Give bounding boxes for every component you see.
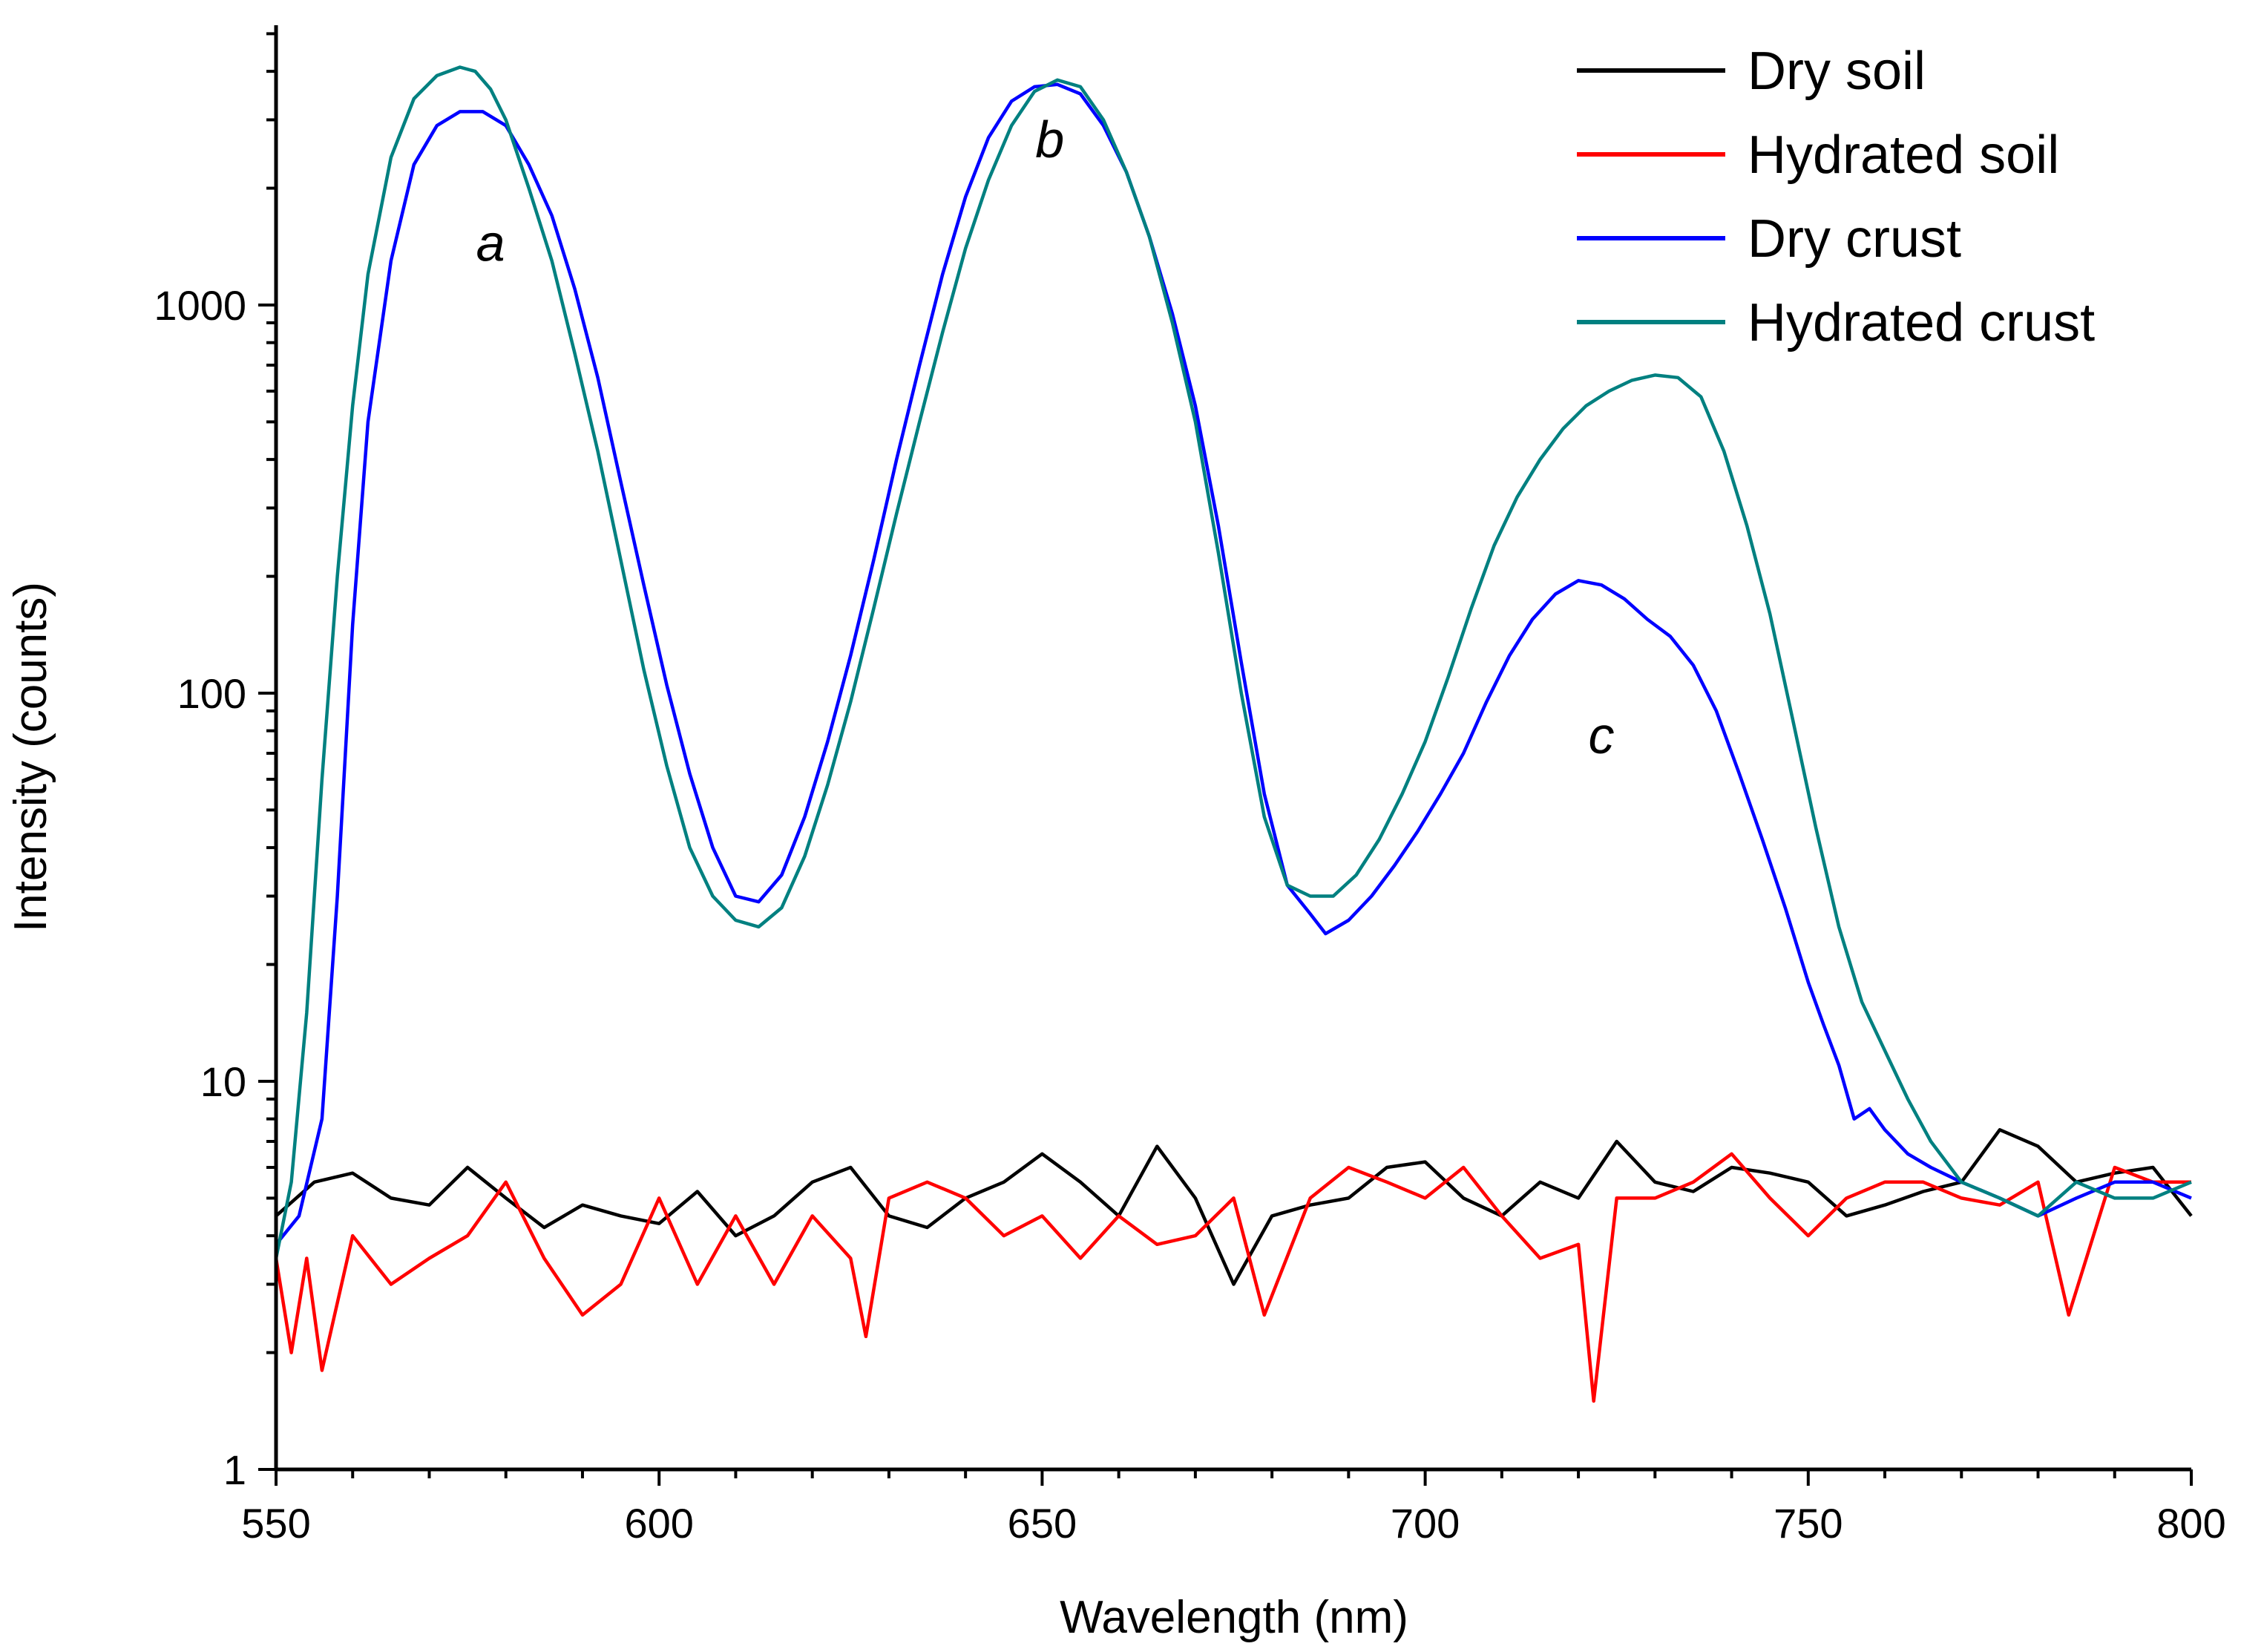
y-axis-title: Intensity (counts) xyxy=(5,582,56,932)
peak-label-b: b xyxy=(1035,111,1064,168)
y-tick-label: 100 xyxy=(177,670,246,717)
legend: Dry soil Hydrated soil Dry crust Hydrated c… xyxy=(1577,42,2095,353)
axes: 550 600 650 700 750 800 1 10 100 1000 xyxy=(154,25,2226,1547)
x-tick-label: 750 xyxy=(1774,1500,1843,1547)
x-axis-title: Wavelength (nm) xyxy=(1060,1592,1408,1643)
x-tick-label: 700 xyxy=(1391,1500,1460,1547)
series-line-1 xyxy=(274,1152,2191,1403)
x-tick-label: 800 xyxy=(2156,1500,2225,1547)
x-tick-label: 600 xyxy=(624,1500,693,1547)
legend-label: Hydrated crust xyxy=(1748,293,2095,353)
y-tick-label: 1000 xyxy=(154,282,246,329)
series-line-2 xyxy=(275,82,2192,1246)
x-tick-label: 550 xyxy=(241,1500,310,1547)
peak-label-c: c xyxy=(1589,707,1615,764)
legend-label: Hydrated soil xyxy=(1748,125,2059,185)
peak-label-a: a xyxy=(476,214,505,272)
peak-annotations: a b c xyxy=(476,111,1615,764)
series-line-0 xyxy=(275,1128,2193,1286)
legend-label: Dry crust xyxy=(1748,209,1961,269)
series-line-3 xyxy=(274,65,2192,1259)
series-layer xyxy=(274,65,2193,1403)
legend-label: Dry soil xyxy=(1748,42,1926,101)
y-tick-label: 1 xyxy=(223,1446,246,1493)
y-tick-label: 10 xyxy=(200,1058,246,1105)
x-tick-label: 650 xyxy=(1008,1500,1077,1547)
